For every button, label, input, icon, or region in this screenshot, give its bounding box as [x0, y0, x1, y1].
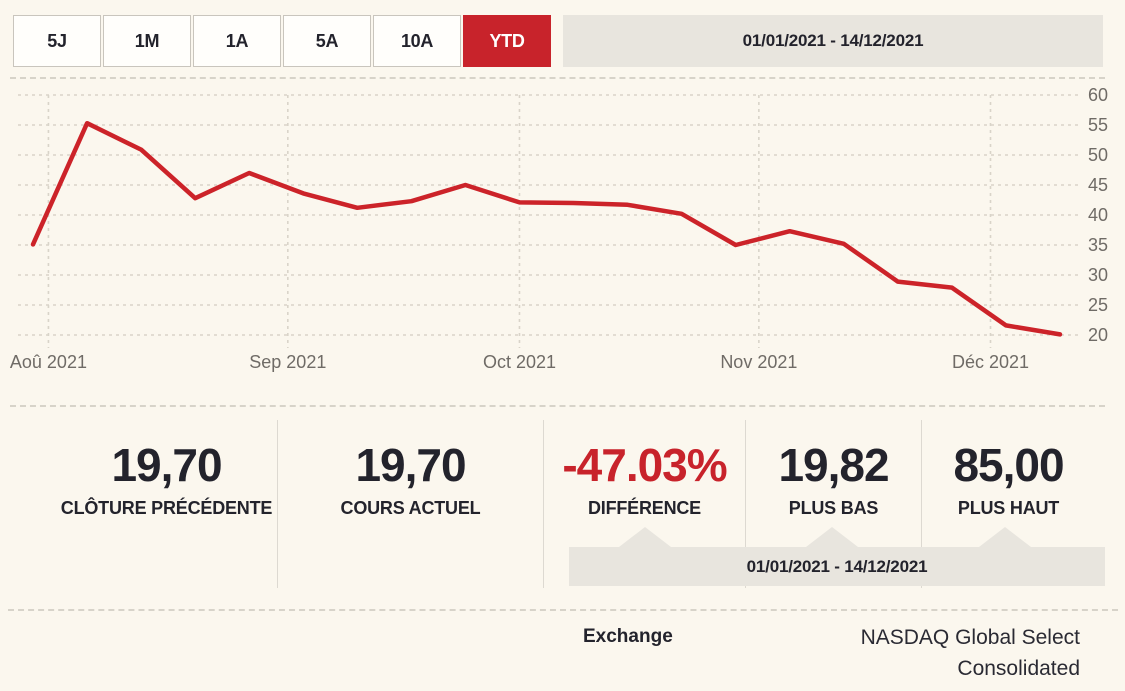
y-axis-tick-label: 40 [1088, 205, 1108, 225]
header-period-bar: 01/01/2021 - 14/12/2021 [563, 15, 1103, 67]
range-button-1a[interactable]: 1A [193, 15, 281, 67]
period-notch-difference [619, 527, 671, 547]
exchange-value-line: NASDAQ Global Select [860, 626, 1080, 649]
exchange-value: NASDAQ Global Select Consolidated [660, 622, 1080, 684]
stat-value: 19,82 [778, 439, 889, 491]
stat-value: 19,70 [355, 439, 466, 491]
separator-top [10, 77, 1105, 79]
separator-chart-stats [10, 405, 1105, 407]
range-button-1m[interactable]: 1M [103, 15, 191, 67]
range-button-ytd[interactable]: YTD [463, 15, 551, 67]
y-axis-tick-label: 30 [1088, 265, 1108, 285]
price-chart[interactable]: 60 55 50 45 40 35 30 25 20 Aoû 2021 Sep 2021 Oct 20… [0, 80, 1125, 380]
stat-col: 19,70 CLÔTURE PRÉCÉDENTE [0, 420, 277, 588]
price-line [30, 120, 1063, 337]
y-axis-tick-label: 55 [1088, 115, 1108, 135]
separator-footer [8, 609, 1118, 611]
stat-col: -47.03% DIFFÉRENCE [543, 420, 745, 588]
x-axis-tick-label: Sep 2021 [249, 352, 326, 372]
stats-period-bar: 01/01/2021 - 14/12/2021 [569, 547, 1105, 586]
stat-value: 85,00 [953, 439, 1064, 491]
stat-col: 19,70 COURS ACTUEL [277, 420, 543, 588]
stat-value: 19,70 [111, 439, 222, 491]
x-axis-tick-label: Oct 2021 [483, 352, 556, 372]
stats-period-text: 01/01/2021 - 14/12/2021 [746, 556, 928, 576]
stat-label: PLUS BAS [788, 498, 879, 519]
exchange-value-line: Consolidated [957, 657, 1080, 680]
x-axis-tick-label: Nov 2021 [720, 352, 797, 372]
exchange-label: Exchange [583, 626, 673, 647]
y-axis-tick-label: 50 [1088, 145, 1108, 165]
range-button-5a[interactable]: 5A [283, 15, 371, 67]
range-button-10a[interactable]: 10A [373, 15, 461, 67]
period-notch-low [806, 527, 858, 547]
range-buttons: 5J 1M 1A 5A 10A YTD [13, 15, 553, 67]
x-axis-tick-label: Aoû 2021 [10, 352, 87, 372]
range-button-5j[interactable]: 5J [13, 15, 101, 67]
stat-label: PLUS HAUT [957, 498, 1060, 519]
y-axis-tick-label: 45 [1088, 175, 1108, 195]
y-axis-tick-label: 35 [1088, 235, 1108, 255]
stats-row: 19,70 CLÔTURE PRÉCÉDENTE 19,70 COURS ACTUEL… [0, 420, 1125, 588]
y-axis-tick-label: 20 [1088, 325, 1108, 345]
x-axis-tick-label: Déc 2021 [952, 352, 1029, 372]
stat-label: DIFFÉRENCE [587, 498, 701, 519]
y-axis-tick-label: 60 [1088, 85, 1108, 105]
stat-label: COURS ACTUEL [340, 498, 481, 519]
header-period-text: 01/01/2021 - 14/12/2021 [742, 31, 924, 50]
y-axis-tick-label: 25 [1088, 295, 1108, 315]
period-notch-high [979, 527, 1031, 547]
stat-col: 19,82 PLUS BAS [745, 420, 921, 588]
stat-col: 85,00 PLUS HAUT [921, 420, 1125, 588]
stat-value: -47.03% [562, 439, 727, 491]
stat-label: CLÔTURE PRÉCÉDENTE [60, 498, 273, 519]
